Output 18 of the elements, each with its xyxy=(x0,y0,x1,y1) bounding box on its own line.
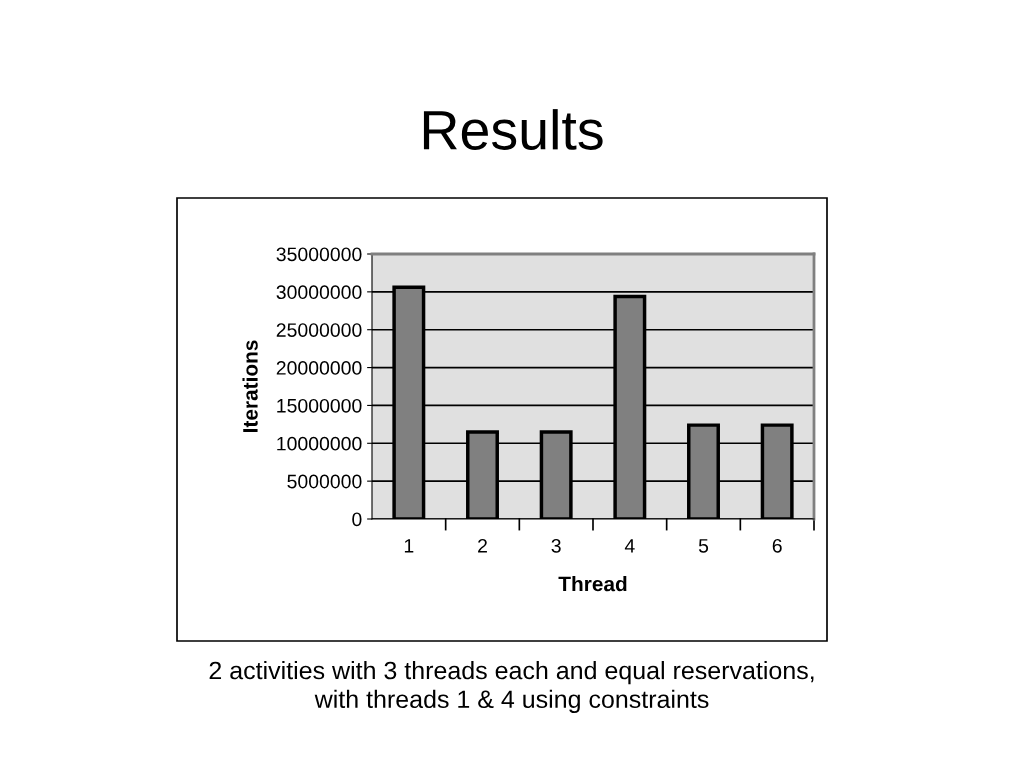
y-tick-label: 15000000 xyxy=(277,398,362,413)
x-tick-label: 3 xyxy=(551,538,561,553)
text: 2 activities with 3 threads each and equal reservations, with threads 1 & 4 using constraints xyxy=(209,660,814,714)
y-tick-label: 30000000 xyxy=(276,285,362,300)
y-tick-label: 35000000 xyxy=(276,247,362,262)
y-tick-label: 20000000 xyxy=(276,361,362,375)
x-axis-title: Thread xyxy=(558,576,627,592)
x-tick-label: 4 xyxy=(624,539,635,553)
x-tick-label: 6 xyxy=(772,538,782,553)
chart-title: Results xyxy=(423,109,603,150)
x-tick-label: 5 xyxy=(698,539,709,553)
y-axis-title: Iterations xyxy=(242,340,258,432)
x-tick-label: 2 xyxy=(478,538,487,553)
y-tick-label: 0 xyxy=(352,512,362,527)
y-tick-label: 5000000 xyxy=(287,474,362,489)
y-tick-label: 25000000 xyxy=(276,323,362,337)
y-tick-label: 10000000 xyxy=(277,436,362,451)
x-tick-label: 1 xyxy=(404,539,414,553)
